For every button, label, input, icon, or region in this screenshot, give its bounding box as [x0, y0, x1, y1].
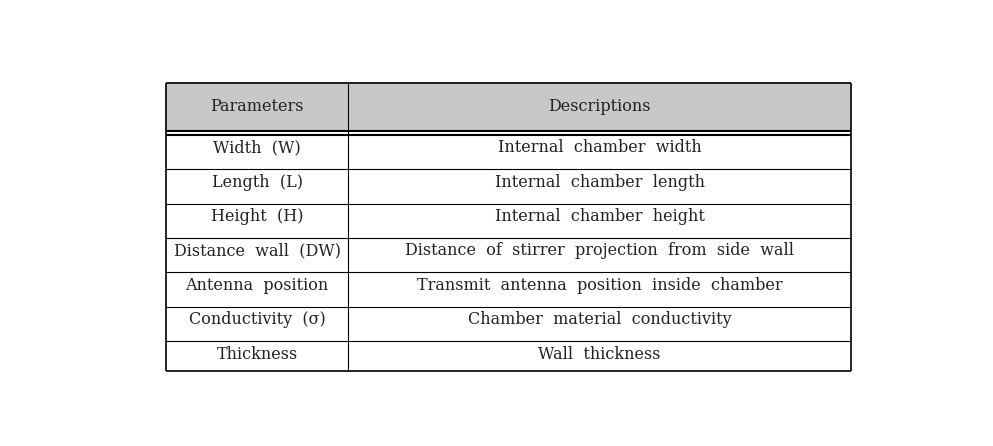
Bar [167, 337, 348, 371]
Bar [167, 268, 348, 302]
Text: Distance  wall  (DW): Distance wall (DW) [174, 243, 341, 260]
Text: Thickness: Thickness [216, 346, 298, 363]
Bar [348, 337, 851, 371]
Text: Chamber  material  conductivity: Chamber material conductivity [468, 311, 732, 328]
Bar [167, 302, 348, 337]
Bar [167, 165, 348, 199]
Bar [167, 234, 348, 268]
Text: Length  (L): Length (L) [212, 174, 303, 191]
Bar [348, 302, 851, 337]
Text: Width  (W): Width (W) [213, 140, 301, 157]
Text: Antenna  position: Antenna position [186, 277, 329, 294]
Text: Descriptions: Descriptions [548, 98, 651, 115]
Bar [167, 131, 348, 165]
Text: Parameters: Parameters [211, 98, 304, 115]
Text: Height  (H): Height (H) [211, 208, 304, 225]
Text: Internal  chamber  height: Internal chamber height [495, 208, 705, 225]
Bar [348, 268, 851, 302]
Text: Internal  chamber  width: Internal chamber width [497, 140, 701, 157]
Bar [348, 234, 851, 268]
Text: Transmit  antenna  position  inside  chamber: Transmit antenna position inside chamber [417, 277, 782, 294]
Text: Conductivity  (σ): Conductivity (σ) [189, 311, 326, 328]
Bar [167, 199, 348, 234]
Bar [348, 165, 851, 199]
Bar [348, 131, 851, 165]
Text: Internal  chamber  length: Internal chamber length [495, 174, 705, 191]
Bar [167, 83, 851, 131]
Bar [348, 199, 851, 234]
Text: Wall  thickness: Wall thickness [538, 346, 661, 363]
Text: Distance  of  stirrer  projection  from  side  wall: Distance of stirrer projection from side… [405, 243, 794, 260]
